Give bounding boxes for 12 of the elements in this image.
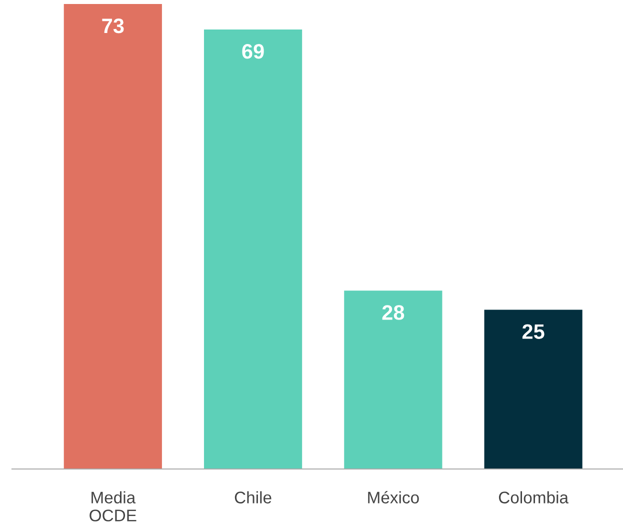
x-tick-label: Colombia — [498, 491, 569, 504]
data-label: 28 — [382, 305, 404, 320]
data-label: 69 — [242, 44, 264, 59]
bar — [484, 310, 582, 469]
x-tick-label: Chile — [234, 491, 272, 504]
bar — [64, 4, 162, 469]
x-tick-label: Media OCDE — [90, 491, 136, 522]
bar — [204, 29, 302, 469]
x-tick-label: México — [368, 491, 419, 504]
bar — [344, 290, 442, 469]
data-label: 25 — [522, 324, 544, 340]
data-label: 73 — [102, 18, 124, 34]
